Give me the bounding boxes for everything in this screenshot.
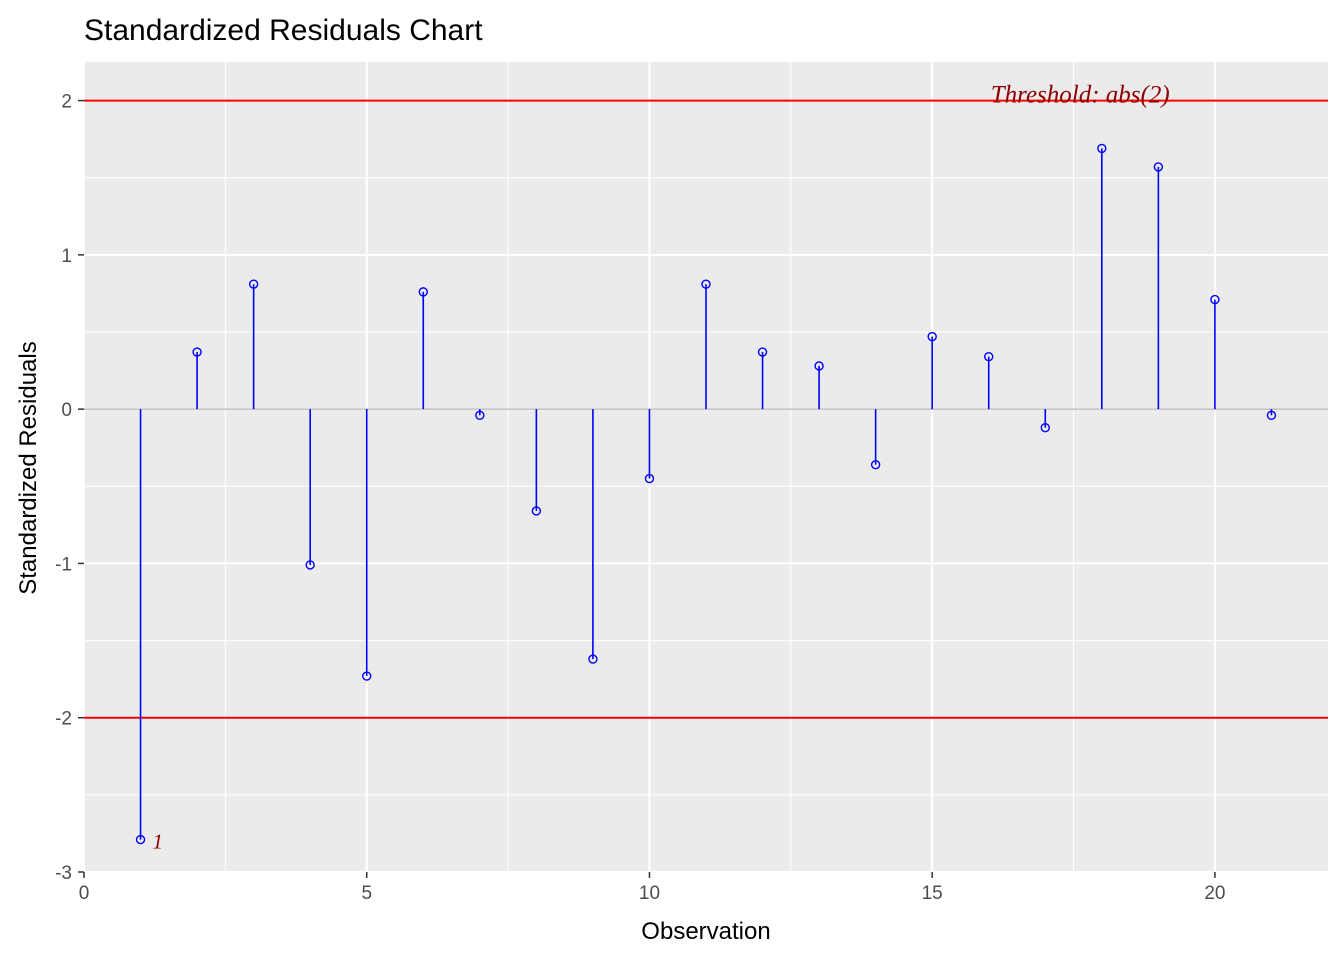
x-tick-label: 5 <box>361 883 372 904</box>
y-tick-label: -3 <box>55 863 72 884</box>
residual-point <box>984 351 994 362</box>
residual-point <box>644 473 655 484</box>
residual-point <box>192 347 202 357</box>
y-axis: -3 -2 -1 0 1 2 <box>55 92 84 884</box>
minor-grid <box>84 62 1328 872</box>
residual-point <box>814 361 824 371</box>
residual-point <box>1153 162 1164 172</box>
x-axis-title: Observation <box>641 918 770 945</box>
outlier-label: 1 <box>153 830 164 854</box>
residual-point <box>870 459 881 470</box>
residual-point <box>757 347 768 357</box>
residual-point <box>531 506 542 516</box>
y-axis-title: Standardized Residuals <box>15 341 42 595</box>
y-tick-label: -1 <box>55 554 72 575</box>
residual-point <box>1266 410 1277 421</box>
residual-point <box>135 834 146 845</box>
residual-point <box>1210 294 1220 305</box>
residual-point <box>362 671 372 681</box>
y-tick-label: -2 <box>55 709 72 730</box>
residual-point <box>701 279 711 289</box>
y-tick-label: 0 <box>61 400 72 421</box>
residual-point <box>475 410 485 421</box>
residual-point <box>927 331 937 342</box>
plot-panel <box>84 62 1328 872</box>
x-tick-label: 15 <box>922 883 943 904</box>
residual-point <box>1040 422 1050 433</box>
stems <box>139 148 1273 840</box>
x-axis: 0 5 10 15 20 <box>79 872 1225 904</box>
x-tick-label: 10 <box>639 883 660 904</box>
annotations: Threshold: abs(2) 1 <box>153 82 1170 854</box>
residual-point <box>1097 143 1107 154</box>
x-tick-label: 0 <box>79 883 90 904</box>
residual-point <box>248 279 259 289</box>
residual-point <box>418 287 428 297</box>
residual-point <box>588 654 598 664</box>
y-tick-label: 1 <box>61 246 72 267</box>
chart-title: Standardized Residuals Chart <box>84 14 483 47</box>
points <box>135 143 1277 845</box>
x-tick-label: 20 <box>1204 883 1225 904</box>
residual-point <box>305 560 315 570</box>
y-tick-label: 2 <box>61 92 72 113</box>
threshold-label: Threshold: abs(2) <box>991 82 1170 109</box>
